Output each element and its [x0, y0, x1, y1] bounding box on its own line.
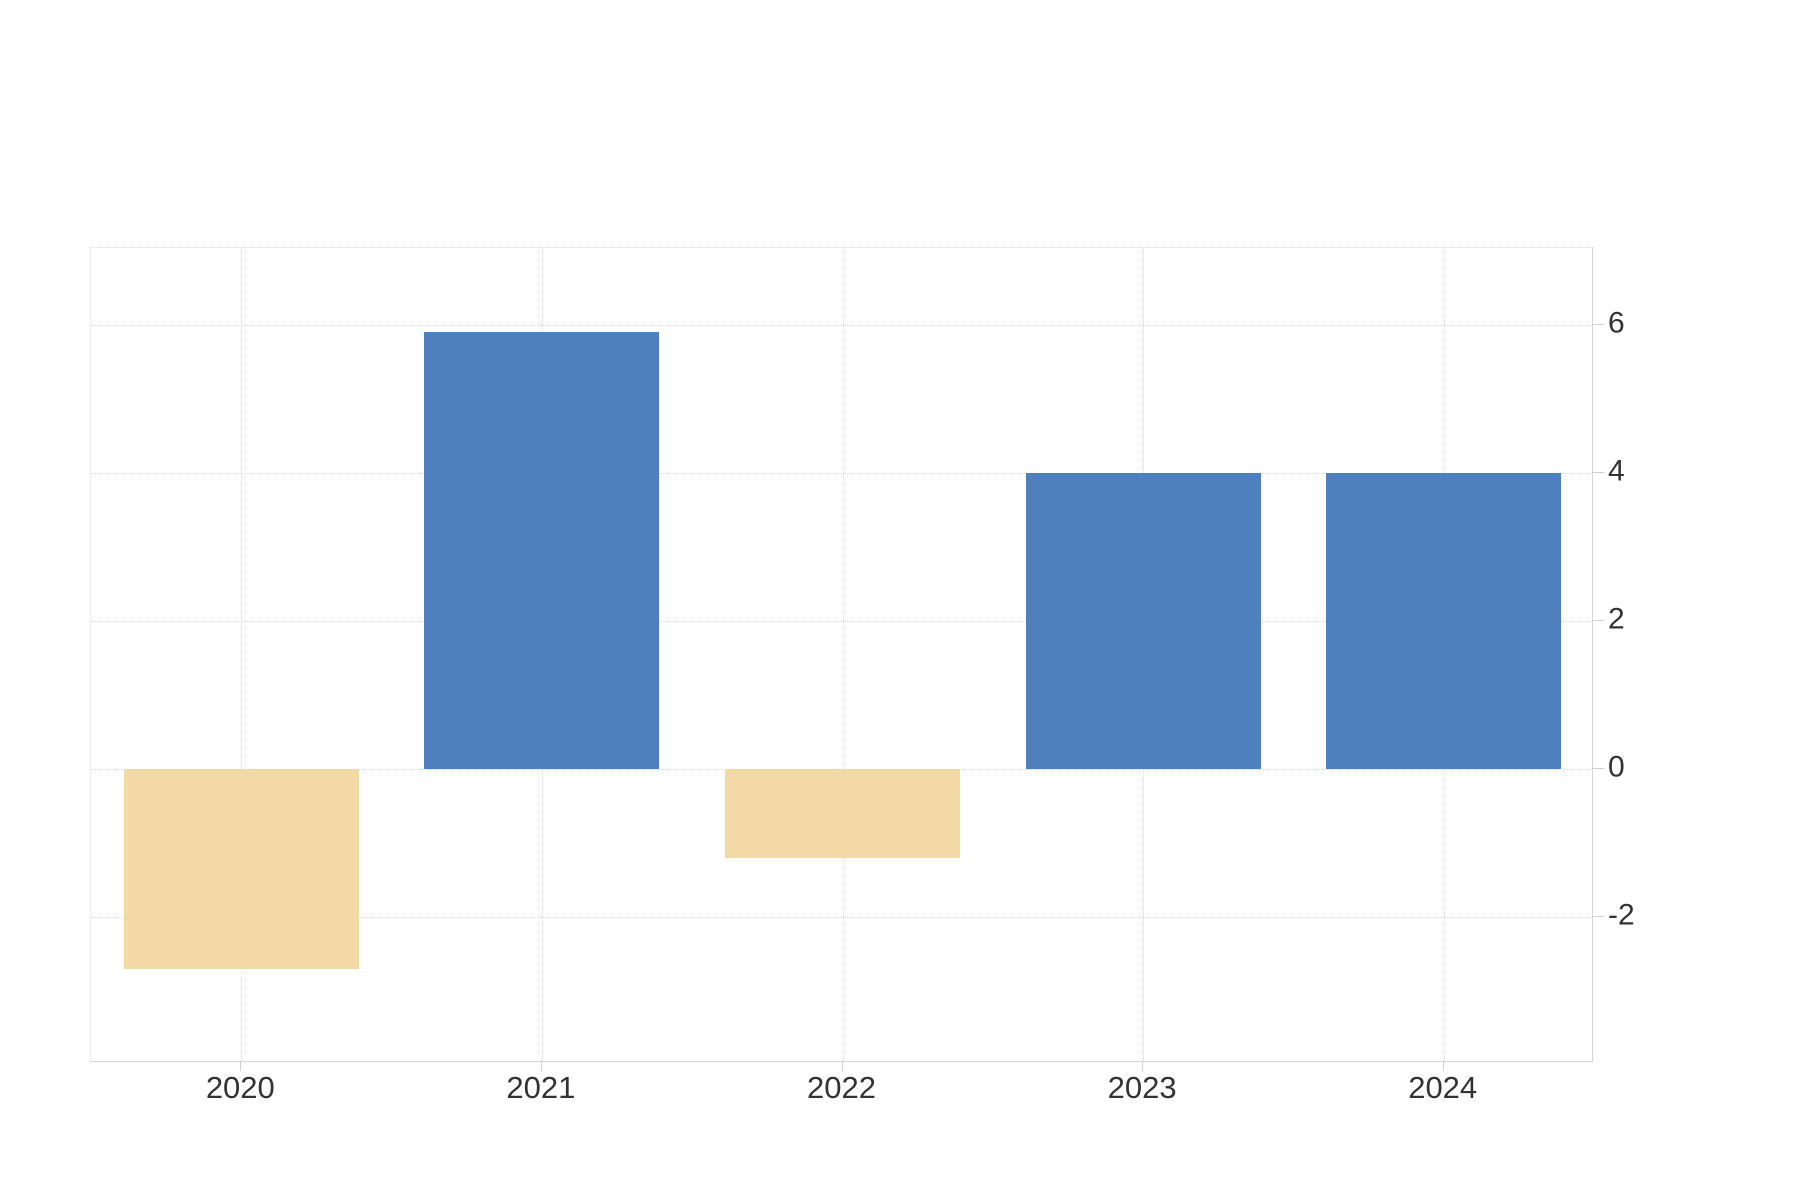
y-axis-label: 4: [1608, 454, 1625, 488]
y-axis-tick: [1593, 472, 1604, 474]
bar-2020[interactable]: [123, 769, 359, 969]
y-axis-label: 2: [1608, 602, 1625, 636]
y-axis-label: -2: [1608, 898, 1635, 932]
x-axis-tick: [540, 1061, 542, 1071]
y-axis-tick: [1593, 916, 1604, 918]
x-axis-label: 2022: [807, 1070, 876, 1105]
x-axis-label: 2024: [1408, 1070, 1478, 1105]
x-axis-label: 2021: [506, 1070, 576, 1105]
x-axis-tick: [841, 1061, 843, 1071]
x-axis-tick: [240, 1061, 242, 1071]
x-axis-label: 2023: [1107, 1070, 1177, 1105]
gridline-horizontal: [91, 917, 1592, 919]
gridline-vertical: [241, 248, 243, 1061]
y-axis-tick: [1593, 620, 1604, 622]
gridline-horizontal: [91, 473, 1592, 475]
x-axis-tick: [1442, 1061, 1444, 1071]
gridline-vertical: [842, 248, 844, 1061]
x-axis-label: 2020: [205, 1070, 275, 1105]
y-axis-label: 6: [1608, 306, 1625, 340]
y-axis-label: 0: [1608, 750, 1625, 784]
plot-area: [90, 247, 1593, 1062]
bar-2023[interactable]: [1025, 473, 1261, 770]
gridline-horizontal: [91, 324, 1592, 326]
x-axis-tick: [1142, 1061, 1144, 1071]
bar-2021[interactable]: [424, 332, 660, 770]
y-axis-tick: [1593, 768, 1604, 770]
y-axis-tick: [1593, 323, 1604, 325]
gridline-horizontal: [91, 621, 1592, 623]
bar-2022[interactable]: [725, 769, 960, 858]
bar-2024[interactable]: [1326, 473, 1562, 770]
